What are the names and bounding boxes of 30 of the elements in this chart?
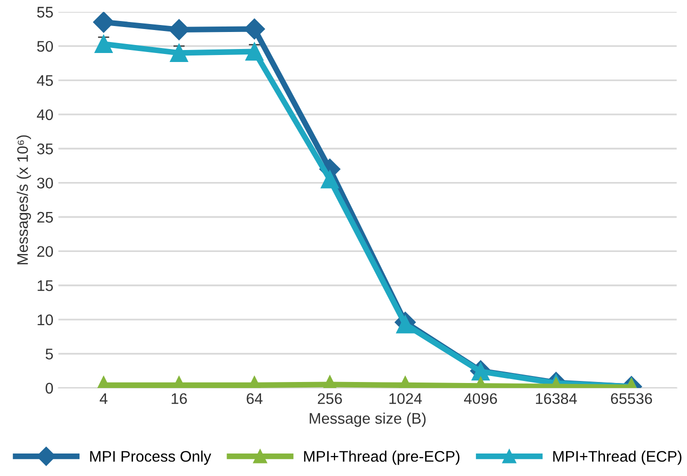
y-tick-label: 50 [37,40,53,52]
x-tick-label: 4096 [464,393,497,404]
y-axis-title: Messages/s (x 10⁶) [16,135,31,264]
point [170,44,188,62]
point [320,170,339,188]
x-tick-label: 65536 [610,393,652,404]
y-tick-label: 10 [38,314,53,326]
x-tick-label: 64 [246,393,262,404]
y-tick-label: 25 [37,212,53,223]
y-tick-label: 35 [37,144,53,154]
x-tick-label: 1024 [389,393,422,404]
legend-label: MPI+Thread (pre-ECP) [304,450,460,465]
x-tick-label: 4 [100,393,108,404]
y-tick-label: 0 [46,382,53,394]
x-tick-label: 256 [318,393,342,404]
x-axis-title: Message size (B) [310,412,426,427]
y-tick-label: 15 [38,280,53,292]
x-tick-label: 16 [172,393,187,404]
point [94,35,113,54]
y-tick-label: 45 [36,75,53,86]
y-tick-label: 40 [36,109,53,120]
y-tick-label: 30 [37,178,53,189]
y-tick-label: 20 [37,246,53,257]
point [93,12,114,33]
y-tick-label: 5 [46,348,53,360]
y-tick-label: 55 [37,6,53,18]
x-tick-label: 16384 [536,393,577,404]
point [245,42,264,61]
legend-label: MPI+Thread (ECP) [553,450,682,465]
legend-label: MPI Process Only [90,450,212,465]
